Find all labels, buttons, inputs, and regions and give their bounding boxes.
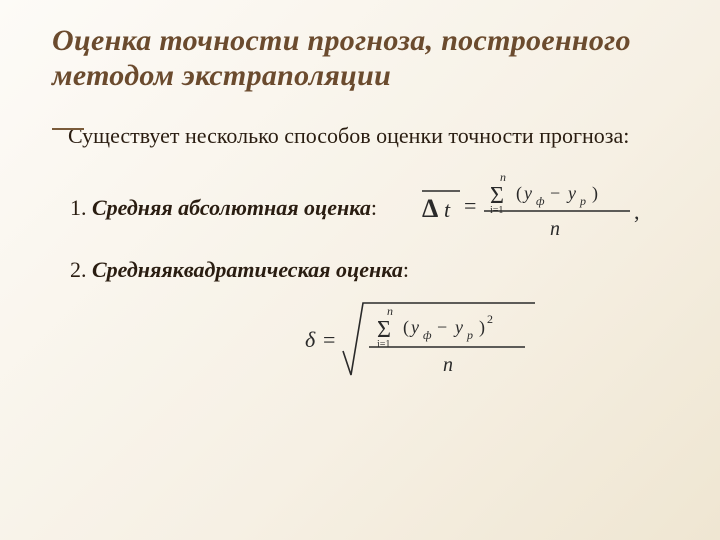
slide-title: Оценка точности прогноза, построенного м… [52,24,674,93]
svg-text:n: n [550,218,560,240]
item-1-num: 1. [70,195,87,220]
svg-text:n: n [443,354,453,376]
svg-text:p: p [579,194,586,208]
svg-text:n: n [500,170,506,184]
svg-text:2: 2 [487,312,493,326]
svg-text:δ: δ [305,327,316,352]
lead-text: Существует несколько способов оценки точ… [86,121,674,151]
formula-1-holder: Δ t = n Σ i=1 ( y ф − [420,167,650,249]
svg-text:): ) [479,317,485,338]
svg-text:t: t [444,197,451,222]
svg-text:(: ( [403,317,409,338]
item-2: 2. Средняяквадратическая оценка: [70,257,674,283]
svg-text:=: = [464,193,476,218]
formula-2: δ = n Σ i=1 ( y ф − y p ) 2 n [303,289,553,389]
svg-text:−: − [550,183,560,203]
item-1-label: 1. Средняя абсолютная оценка: [70,195,377,221]
formula-1: Δ t = n Σ i=1 ( y ф − [420,167,650,249]
svg-text:i=1: i=1 [490,205,503,216]
svg-text:(: ( [516,183,522,204]
svg-text:=: = [323,327,335,352]
svg-text:y: y [453,317,463,337]
accent-line [52,128,84,130]
svg-text:p: p [466,328,473,342]
svg-text:−: − [437,317,447,337]
item-2-term: Средняяквадратическая оценка [92,257,403,282]
svg-text:): ) [592,183,598,204]
item-1-suffix: : [371,195,377,220]
item-2-label: 2. Средняяквадратическая оценка: [70,257,674,283]
formula-2-holder: δ = n Σ i=1 ( y ф − y p ) 2 n [52,289,674,389]
svg-text:ф: ф [536,194,545,208]
item-1-term: Средняя абсолютная оценка [92,195,371,220]
svg-text:y: y [522,183,532,203]
svg-text:Δ: Δ [422,194,438,223]
svg-text:i=1: i=1 [377,339,390,350]
item-2-suffix: : [403,257,409,282]
svg-text:n: n [387,304,393,318]
svg-text:y: y [566,183,576,203]
svg-text:,: , [634,199,640,224]
svg-text:ф: ф [423,328,432,342]
item-1: 1. Средняя абсолютная оценка: Δ t = n [70,167,674,249]
item-2-num: 2. [70,257,87,282]
svg-text:y: y [409,317,419,337]
slide: Оценка точности прогноза, построенного м… [0,0,720,540]
